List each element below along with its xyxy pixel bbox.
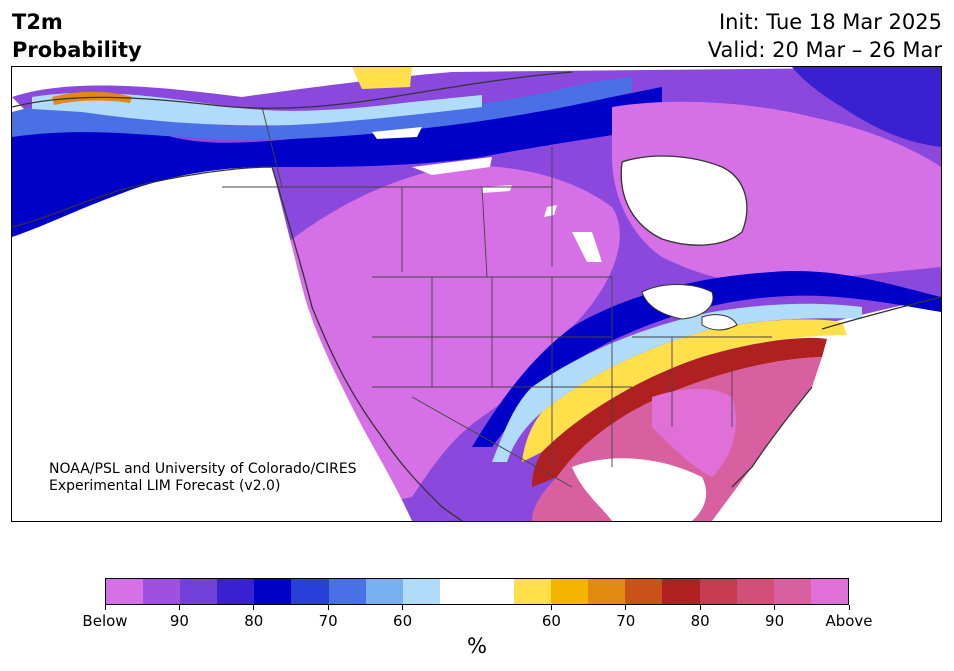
colorbar-segment <box>514 579 552 604</box>
colorbar-segment <box>402 579 440 604</box>
colorbar-tick-mark <box>327 605 329 610</box>
coastline <box>12 71 941 521</box>
arctic-yellow-patch <box>352 67 412 89</box>
colorbar-segment <box>291 579 329 604</box>
colorbar-segment <box>625 579 663 604</box>
arctic-white-band <box>32 92 482 126</box>
alaska-light-band <box>12 77 632 140</box>
colorbar-segment <box>551 579 589 604</box>
forecast-map <box>11 66 942 522</box>
hudson-bay <box>621 155 747 246</box>
colorbar-segment <box>365 579 403 604</box>
title-subtitle: Probability <box>12 38 142 62</box>
colorbar-tick-mark <box>625 605 627 610</box>
colorbar-segment <box>180 579 218 604</box>
colorbar-segment <box>699 579 737 604</box>
colorbar-tick-label: 70 <box>616 612 636 630</box>
title-variable: T2m <box>12 10 63 34</box>
credit-line-2: Experimental LIM Forecast (v2.0) <box>49 478 281 494</box>
colorbar-tick-label: 60 <box>541 612 561 630</box>
init-date: Init: Tue 18 Mar 2025 <box>718 10 942 34</box>
credit-note: NOAA/PSL and University of Colorado/CIRE… <box>49 461 357 495</box>
valid-range: Valid: 20 Mar – 26 Mar <box>707 38 942 62</box>
colorbar-tick-label: 90 <box>169 612 189 630</box>
alaska-core-region <box>12 87 662 237</box>
colorbar-tick-mark <box>848 605 850 610</box>
colorbar-tick-mark <box>253 605 255 610</box>
greenland <box>792 67 941 147</box>
west-us-below-region <box>282 166 620 507</box>
gulf-of-mexico <box>572 458 707 521</box>
colorbar-tick-label: 80 <box>244 612 264 630</box>
colorbar-tick-label: 70 <box>318 612 338 630</box>
map-canvas <box>12 67 941 521</box>
colorbar-segment <box>217 579 255 604</box>
transition-faint-band <box>492 303 862 462</box>
colorbar-segment <box>810 579 848 604</box>
colorbar-segment <box>662 579 700 604</box>
above-yellow-band <box>522 319 847 462</box>
colorbar-segment <box>143 579 181 604</box>
colorbar-tick-mark <box>104 605 106 610</box>
atlantic-ocean <box>712 337 941 521</box>
colorbar-tick-label: 60 <box>393 612 413 630</box>
colorbar-segment <box>773 579 811 604</box>
colorbar-segment <box>328 579 366 604</box>
political-borders <box>222 106 772 488</box>
colorbar-tick-label: Below <box>82 612 128 630</box>
colorbar-tick-mark <box>774 605 776 610</box>
colorbar-tick-label: 90 <box>765 612 785 630</box>
colorbar-segment <box>588 579 626 604</box>
credit-line-1: NOAA/PSL and University of Colorado/CIRE… <box>49 461 357 477</box>
pacific-ocean <box>12 167 412 521</box>
great-lakes <box>641 284 738 331</box>
map-title: T2m Probability <box>12 8 142 64</box>
colorbar-segment <box>106 579 144 604</box>
colorbar-tick-mark <box>178 605 180 610</box>
colorbar-segment <box>439 579 477 604</box>
colorbar-tick-mark <box>699 605 701 610</box>
colorbar-segment <box>476 579 515 604</box>
colorbar-segment <box>254 579 292 604</box>
alaska-north-streak <box>52 91 132 105</box>
colorbar-tick-mark <box>550 605 552 610</box>
forecast-dates: Init: Tue 18 Mar 2025 Valid: 20 Mar – 26… <box>708 8 942 64</box>
colorbar-tick-mark <box>402 605 404 610</box>
colorbar-legend <box>105 578 849 605</box>
florida-above-region <box>652 388 736 477</box>
colorbar-tick-label: Above <box>825 612 873 630</box>
colorbar-segment <box>736 579 774 604</box>
colorbar-unit: % <box>467 634 487 658</box>
above-red-band <box>532 337 827 487</box>
colorbar-tick-label: 80 <box>690 612 710 630</box>
